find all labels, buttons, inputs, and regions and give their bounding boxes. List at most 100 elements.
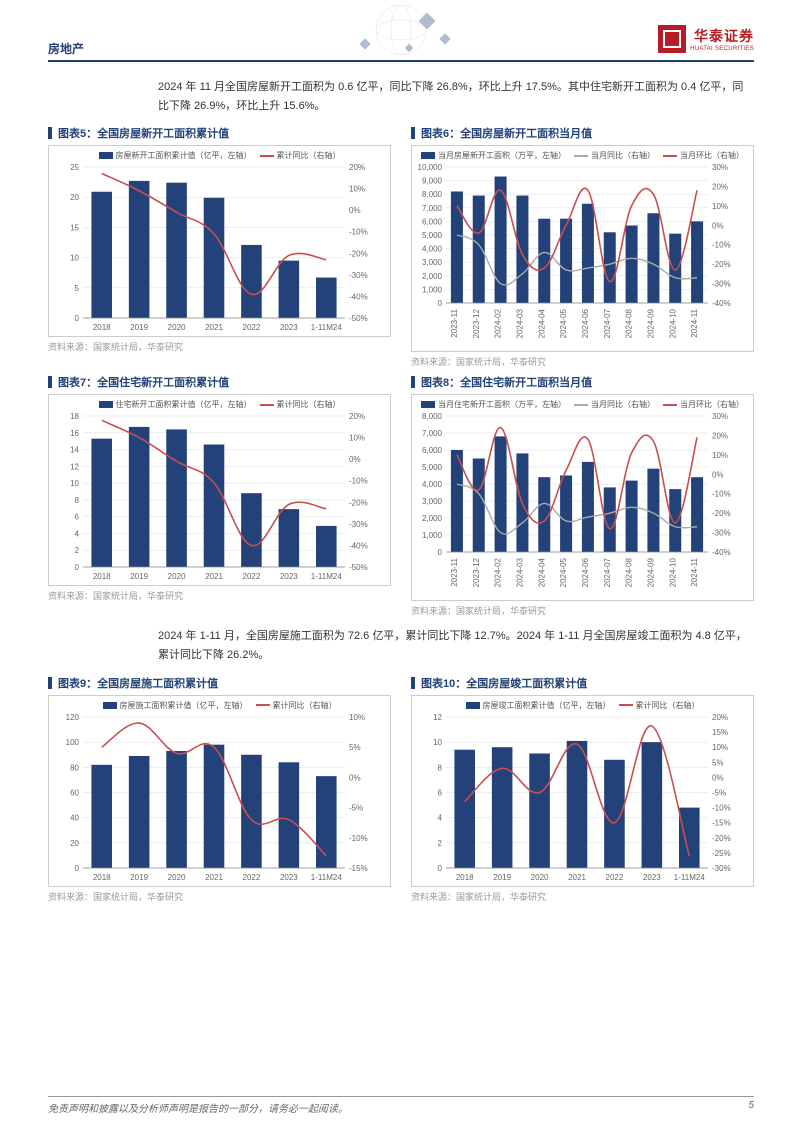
chart-source: 资料来源：国家统计局，华泰研究 bbox=[48, 589, 391, 602]
svg-text:2024-03: 2024-03 bbox=[515, 558, 524, 588]
svg-text:2024-11: 2024-11 bbox=[690, 309, 699, 338]
svg-text:-50%: -50% bbox=[349, 314, 368, 323]
svg-text:2021: 2021 bbox=[568, 873, 586, 882]
svg-text:2021: 2021 bbox=[205, 873, 223, 882]
svg-text:0: 0 bbox=[438, 864, 443, 873]
svg-text:0: 0 bbox=[75, 563, 80, 572]
svg-text:-15%: -15% bbox=[349, 864, 368, 873]
svg-text:2024-10: 2024-10 bbox=[668, 558, 677, 588]
chart-canvas: 房屋新开工面积累计值（亿平，左轴）累计同比（右轴）0510152025-50%-… bbox=[48, 145, 391, 337]
svg-text:20%: 20% bbox=[712, 713, 728, 722]
svg-text:2018: 2018 bbox=[93, 323, 111, 332]
svg-text:8: 8 bbox=[438, 763, 443, 772]
chart-legend: 当月住宅新开工面积（万平，左轴）当月同比（右轴）当月环比（右轴） bbox=[412, 395, 753, 410]
chart-source: 资料来源：国家统计局，华泰研究 bbox=[48, 890, 391, 903]
svg-text:-30%: -30% bbox=[349, 271, 368, 280]
svg-text:8: 8 bbox=[75, 496, 80, 505]
chart-title: 图表6：全国房屋新开工面积当月值 bbox=[411, 125, 754, 141]
svg-text:-20%: -20% bbox=[349, 250, 368, 259]
svg-text:10: 10 bbox=[70, 479, 79, 488]
paragraph-1: 2024 年 11 月全国房屋新开工面积为 0.6 亿平，同比下降 26.8%，… bbox=[158, 78, 754, 115]
svg-text:0: 0 bbox=[75, 314, 80, 323]
svg-text:30%: 30% bbox=[712, 412, 728, 421]
svg-text:6: 6 bbox=[438, 788, 443, 797]
header-rule bbox=[48, 60, 754, 62]
disclaimer: 免责声明和披露以及分析师声明是报告的一部分，请务必一起阅读。 bbox=[48, 1100, 348, 1115]
svg-text:2022: 2022 bbox=[243, 572, 261, 581]
svg-text:15: 15 bbox=[70, 224, 79, 233]
svg-text:-20%: -20% bbox=[712, 834, 731, 843]
svg-text:1-11M24: 1-11M24 bbox=[311, 873, 343, 882]
svg-text:2,000: 2,000 bbox=[422, 272, 443, 281]
svg-text:20%: 20% bbox=[349, 163, 365, 172]
chart-title: 图表8：全国住宅新开工面积当月值 bbox=[411, 374, 754, 390]
svg-text:2,000: 2,000 bbox=[422, 514, 443, 523]
svg-text:-30%: -30% bbox=[712, 864, 731, 873]
svg-text:10%: 10% bbox=[349, 185, 365, 194]
svg-text:0: 0 bbox=[75, 864, 80, 873]
svg-text:6,000: 6,000 bbox=[422, 218, 443, 227]
paragraph-2: 2024 年 1-11 月，全国房屋施工面积为 72.6 亿平，累计同比下降 1… bbox=[158, 627, 754, 664]
svg-text:20: 20 bbox=[70, 839, 79, 848]
svg-text:6,000: 6,000 bbox=[422, 446, 443, 455]
svg-text:12: 12 bbox=[70, 463, 79, 472]
svg-text:2023-12: 2023-12 bbox=[472, 558, 481, 588]
chart-title: 图表10：全国房屋竣工面积累计值 bbox=[411, 675, 754, 691]
svg-text:2019: 2019 bbox=[130, 572, 148, 581]
svg-text:2020: 2020 bbox=[168, 323, 186, 332]
svg-text:-10%: -10% bbox=[349, 228, 368, 237]
svg-text:7,000: 7,000 bbox=[422, 429, 443, 438]
svg-text:0%: 0% bbox=[349, 207, 361, 216]
svg-text:40: 40 bbox=[70, 813, 79, 822]
svg-text:2022: 2022 bbox=[606, 873, 624, 882]
svg-text:1-11M24: 1-11M24 bbox=[674, 873, 706, 882]
chart-source: 资料来源：国家统计局，华泰研究 bbox=[411, 355, 754, 368]
svg-text:30%: 30% bbox=[712, 163, 728, 172]
svg-text:0%: 0% bbox=[712, 222, 724, 231]
svg-text:15%: 15% bbox=[712, 728, 728, 737]
svg-text:-30%: -30% bbox=[349, 520, 368, 529]
svg-text:4,000: 4,000 bbox=[422, 480, 443, 489]
svg-text:2023: 2023 bbox=[280, 323, 298, 332]
chart-legend: 房屋新开工面积累计值（亿平，左轴）累计同比（右轴） bbox=[49, 146, 390, 161]
svg-text:2024-05: 2024-05 bbox=[559, 309, 568, 339]
svg-text:-40%: -40% bbox=[712, 299, 731, 308]
svg-text:2023-11: 2023-11 bbox=[450, 309, 459, 338]
svg-text:120: 120 bbox=[66, 713, 80, 722]
chart-canvas: 住宅新开工面积累计值（亿平，左轴）累计同比（右轴）024681012141618… bbox=[48, 394, 391, 586]
svg-text:2021: 2021 bbox=[205, 323, 223, 332]
svg-text:7,000: 7,000 bbox=[422, 204, 443, 213]
svg-text:16: 16 bbox=[70, 429, 79, 438]
svg-text:-10%: -10% bbox=[349, 834, 368, 843]
svg-text:-30%: -30% bbox=[712, 529, 731, 538]
chart-canvas: 当月房屋新开工面积（万平，左轴）当月同比（右轴）当月环比（右轴）01,0002,… bbox=[411, 145, 754, 352]
svg-text:-20%: -20% bbox=[712, 261, 731, 270]
svg-text:100: 100 bbox=[66, 738, 80, 747]
svg-text:25: 25 bbox=[70, 163, 79, 172]
svg-text:-10%: -10% bbox=[349, 477, 368, 486]
svg-text:3,000: 3,000 bbox=[422, 497, 443, 506]
svg-text:20%: 20% bbox=[712, 183, 728, 192]
svg-text:2020: 2020 bbox=[531, 873, 549, 882]
svg-text:-5%: -5% bbox=[712, 788, 726, 797]
svg-text:-25%: -25% bbox=[712, 849, 731, 858]
svg-text:-50%: -50% bbox=[349, 563, 368, 572]
svg-text:2024-07: 2024-07 bbox=[603, 309, 612, 339]
svg-text:18: 18 bbox=[70, 412, 79, 421]
svg-text:-40%: -40% bbox=[712, 548, 731, 557]
svg-text:10%: 10% bbox=[349, 434, 365, 443]
svg-text:9,000: 9,000 bbox=[422, 177, 443, 186]
chart-legend: 住宅新开工面积累计值（亿平，左轴）累计同比（右轴） bbox=[49, 395, 390, 410]
svg-text:2023: 2023 bbox=[643, 873, 661, 882]
svg-text:0%: 0% bbox=[349, 456, 361, 465]
svg-text:-10%: -10% bbox=[712, 803, 731, 812]
logo-cn: 华泰证券 bbox=[690, 26, 754, 46]
svg-text:2024-07: 2024-07 bbox=[603, 558, 612, 588]
chart-canvas: 房屋施工面积累计值（亿平，左轴）累计同比（右轴）020406080100120-… bbox=[48, 695, 391, 887]
svg-text:8,000: 8,000 bbox=[422, 191, 443, 200]
svg-text:4: 4 bbox=[75, 530, 80, 539]
svg-text:10%: 10% bbox=[712, 451, 728, 460]
svg-text:20: 20 bbox=[70, 194, 79, 203]
svg-text:0: 0 bbox=[438, 548, 443, 557]
svg-text:2018: 2018 bbox=[93, 572, 111, 581]
